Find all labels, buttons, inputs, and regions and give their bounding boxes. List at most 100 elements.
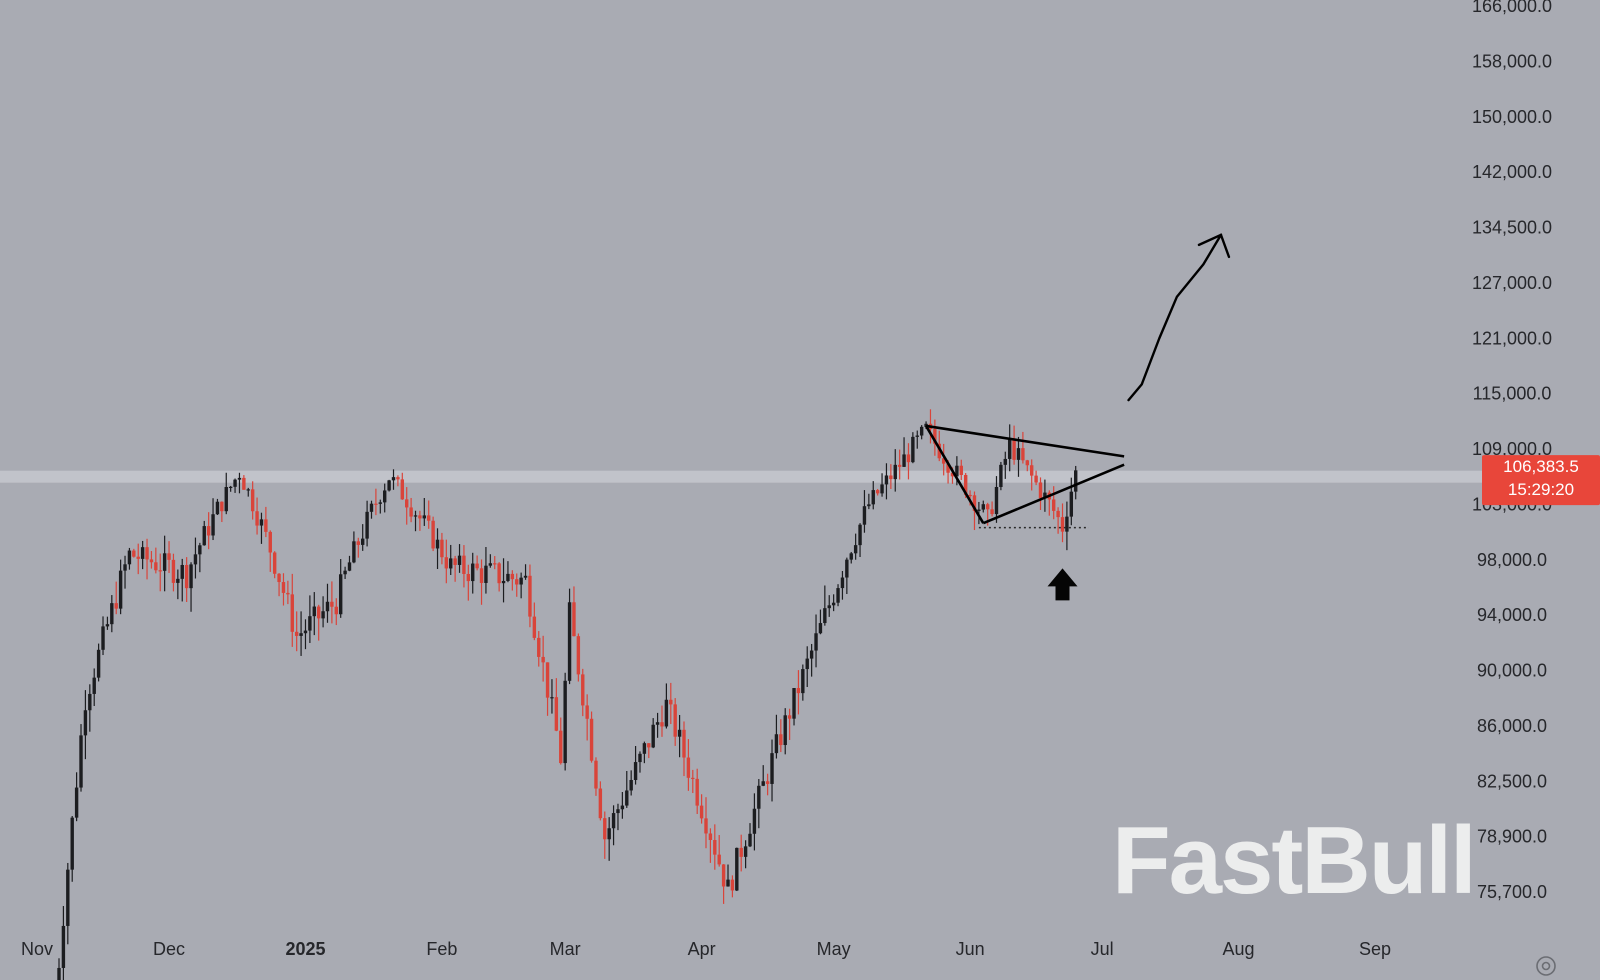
candle: [224, 472, 228, 515]
candle: [708, 828, 713, 863]
price-tick-label: 78,900.0: [1477, 827, 1547, 847]
candle: [484, 547, 488, 594]
candle: [453, 555, 457, 582]
candle: [79, 724, 83, 792]
candle: [1038, 477, 1043, 510]
time-tick-label: Nov: [21, 939, 53, 959]
candle: [264, 506, 268, 538]
trendline[interactable]: [982, 463, 1125, 525]
candle: [312, 592, 316, 636]
last-price-tag: 106,383.5 15:29:20: [1482, 455, 1600, 506]
candle: [713, 824, 717, 870]
candles-layer: [57, 409, 1078, 980]
candle: [440, 532, 444, 565]
candle: [123, 555, 127, 589]
price-tick-label: 142,000.0: [1472, 162, 1552, 182]
price-tick-label: 115,000.0: [1473, 384, 1552, 404]
candle: [413, 510, 418, 532]
candle: [761, 765, 765, 787]
time-axis[interactable]: Nov Dec 2025 Feb Mar Apr May Jun Jul Aug Sep: [21, 939, 1391, 959]
candle: [220, 501, 224, 523]
candle: [691, 769, 695, 794]
candle: [594, 757, 598, 796]
candle: [818, 609, 823, 635]
candle: [752, 793, 757, 851]
candle: [862, 490, 867, 533]
candle: [1016, 436, 1021, 477]
candle: [466, 564, 471, 601]
candle: [427, 500, 431, 529]
candle: [281, 573, 286, 606]
time-tick-label: Dec: [153, 939, 185, 959]
candle: [383, 483, 387, 513]
candle: [202, 520, 206, 546]
candle: [589, 711, 594, 763]
candle: [545, 662, 550, 716]
candle: [1021, 431, 1025, 464]
candle: [836, 584, 840, 607]
candle: [563, 672, 567, 771]
candle: [581, 668, 585, 717]
candle: [418, 510, 422, 531]
candle: [779, 719, 783, 753]
price-tick-label: 82,500.0: [1477, 771, 1547, 791]
candle: [550, 679, 554, 714]
projection-arrow[interactable]: [1127, 233, 1223, 402]
price-tick-label: 158,000.0: [1472, 51, 1552, 71]
candle: [845, 557, 849, 594]
candle: [532, 602, 537, 641]
candle: [576, 633, 581, 682]
candle: [893, 449, 897, 492]
candle: [325, 583, 330, 623]
candle: [827, 595, 831, 617]
candle: [1003, 451, 1007, 479]
candle: [167, 541, 171, 574]
candle: [193, 537, 198, 579]
candle: [748, 823, 752, 848]
price-tick-label: 98,000.0: [1477, 550, 1547, 570]
candle: [902, 437, 906, 467]
candle: [330, 581, 334, 624]
candle: [1012, 425, 1016, 465]
candle: [250, 481, 255, 520]
price-axis[interactable]: 166,000.0 158,000.0 150,000.0 142,000.0 134,…: [1472, 0, 1552, 902]
candle: [977, 501, 981, 525]
candle: [699, 794, 704, 824]
candle: [110, 595, 114, 633]
candle: [303, 619, 308, 650]
candle: [677, 715, 682, 758]
candle: [136, 543, 140, 575]
gear-icon[interactable]: [1536, 956, 1556, 976]
price-tick-label: 121,000.0: [1472, 328, 1552, 348]
candle: [294, 611, 299, 652]
trendline[interactable]: [925, 424, 1125, 458]
candle: [105, 616, 110, 630]
candle: [567, 588, 572, 685]
trendline[interactable]: [924, 425, 985, 524]
time-tick-label: Jun: [956, 939, 985, 959]
candle: [308, 595, 312, 643]
watermark-logo: FastBull: [1112, 807, 1475, 914]
candle: [554, 678, 559, 732]
candle: [739, 834, 743, 872]
up-arrow-icon[interactable]: [1047, 568, 1078, 601]
candle: [796, 670, 801, 715]
candle: [911, 432, 915, 464]
time-tick-label: May: [817, 939, 851, 959]
candle: [475, 555, 479, 571]
candle: [479, 559, 484, 605]
candle: [149, 551, 154, 569]
time-tick-label: 2025: [285, 939, 325, 959]
candle: [541, 635, 545, 682]
candle: [343, 566, 347, 579]
candle: [352, 531, 356, 564]
drawings-layer[interactable]: [924, 233, 1231, 601]
candle: [889, 464, 893, 490]
candle: [999, 461, 1003, 491]
price-tick-label: 86,000.0: [1477, 716, 1547, 736]
candle: [770, 739, 774, 802]
price-tick-label: 127,000.0: [1472, 273, 1552, 293]
candle: [528, 564, 532, 628]
